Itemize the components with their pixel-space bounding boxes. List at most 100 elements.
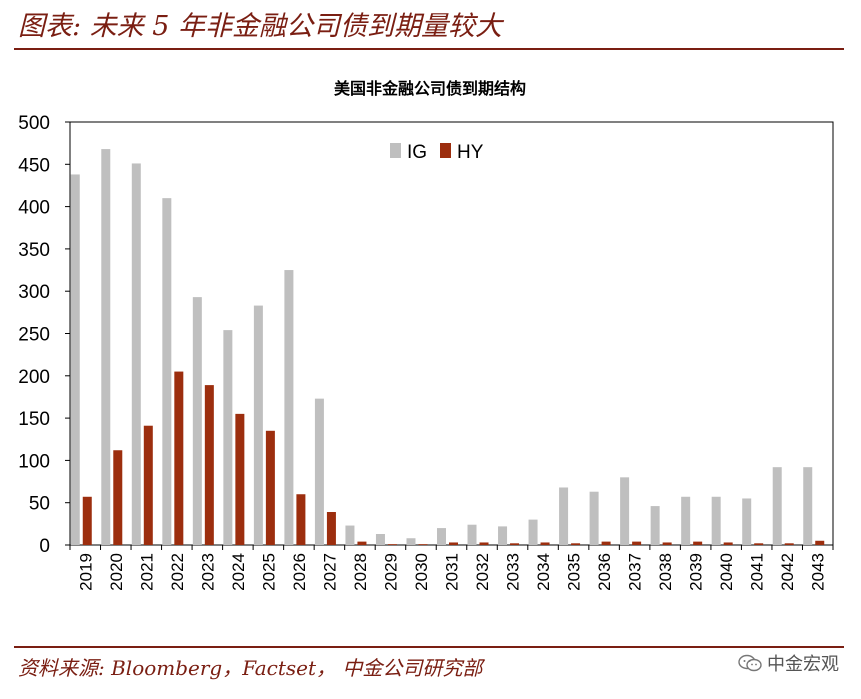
bar-ig-2020: [101, 149, 111, 545]
bar-ig-2023: [192, 297, 202, 545]
bar-ig-2038: [650, 506, 660, 545]
bar-hy-2038: [662, 542, 672, 545]
x-tick-label: 2041: [748, 553, 767, 591]
x-tick-label: 2035: [565, 553, 584, 591]
bar-hy-2019: [82, 496, 92, 545]
y-tick-label: 150: [18, 409, 50, 430]
y-tick-label: 100: [18, 451, 50, 472]
y-tick-label: 0: [39, 536, 50, 557]
bar-hy-2034: [540, 542, 550, 545]
figure-title: 图表: 未来 5 年非金融公司债到期量较大: [18, 11, 503, 42]
bar-hy-2020: [113, 450, 123, 545]
bar-hy-2024: [235, 413, 245, 545]
x-tick-label: 2020: [107, 553, 126, 591]
bar-ig-2021: [131, 163, 141, 546]
x-tick-label: 2030: [412, 553, 431, 591]
bar-ig-2030: [406, 538, 416, 545]
bar-hy-2027: [326, 512, 336, 545]
watermark: 中金宏观: [737, 650, 839, 676]
bar-chart: 美国非金融公司债到期结构 0 50 100 150 200 250 300 350 400 450…: [18, 79, 834, 591]
bar-hy-2021: [143, 425, 153, 545]
bar-hy-2041: [754, 543, 764, 545]
bar-hy-2023: [204, 385, 214, 545]
plot-area: [69, 121, 834, 546]
bar-ig-2033: [498, 526, 508, 545]
y-tick-label: 450: [18, 155, 50, 176]
bar-hy-2031: [449, 542, 458, 545]
bar-hy-2036: [601, 541, 611, 545]
bar-hy-2025: [265, 430, 275, 545]
x-tick-label: 2042: [778, 553, 797, 591]
x-tick-label: 2023: [198, 553, 217, 591]
bar-hy-2022: [174, 371, 184, 545]
watermark-label: 中金宏观: [767, 654, 839, 675]
x-tick-label: 2039: [687, 553, 706, 591]
bar-ig-2043: [803, 467, 813, 545]
bar-ig-2037: [620, 477, 630, 545]
x-tick-label: 2038: [656, 553, 675, 591]
y-tick-label: 350: [18, 240, 50, 261]
legend-swatch-hy: [440, 143, 451, 158]
bar-ig-2027: [314, 398, 324, 545]
bar-ig-2022: [162, 198, 172, 545]
bar-ig-2029: [375, 534, 385, 545]
bar-hy-2040: [723, 542, 733, 545]
bar-hy-2028: [357, 541, 367, 545]
x-tick-label: 2036: [595, 553, 614, 591]
bar-hy-2032: [479, 542, 489, 545]
x-tick-label: 2028: [351, 553, 370, 591]
x-tick-label: 2031: [443, 553, 462, 591]
footer-divider: [14, 646, 844, 648]
y-tick-label: 400: [18, 198, 50, 219]
bar-ig-2019: [70, 174, 80, 545]
wechat-icon: [738, 654, 762, 672]
bar-ig-2025: [253, 305, 263, 545]
x-tick-label: 2034: [534, 553, 553, 591]
x-tick-label: 2024: [229, 553, 248, 591]
y-tick-label: 300: [18, 282, 50, 303]
bar-ig-2032: [467, 524, 477, 545]
title-divider: [14, 48, 844, 50]
source-note: 资料来源: Bloomberg，Factset， 中金公司研究部: [18, 656, 483, 680]
bar-hy-2043: [815, 540, 825, 545]
chart-title: 美国非金融公司债到期结构: [334, 79, 526, 98]
bar-ig-2040: [711, 496, 721, 545]
x-tick-label: 2019: [76, 553, 95, 591]
bar-ig-2036: [589, 491, 599, 545]
x-tick-label: 2029: [381, 553, 400, 591]
x-tick-label: 2026: [290, 553, 309, 591]
x-tick-label: 2040: [717, 553, 736, 591]
y-tick-label: 50: [29, 494, 50, 515]
bar-hy-2035: [571, 543, 581, 545]
bar-ig-2041: [742, 498, 752, 545]
x-tick-label: 2033: [504, 553, 523, 591]
legend-label-ig: IG: [407, 142, 427, 163]
y-tick-label: 250: [18, 325, 50, 346]
legend-label-hy: HY: [457, 142, 484, 163]
bar-ig-2034: [528, 519, 538, 545]
bar-ig-2024: [223, 330, 233, 545]
bar-ig-2031: [437, 528, 446, 545]
x-tick-label: 2037: [626, 553, 645, 591]
bar-ig-2039: [681, 496, 691, 545]
x-tick-label: 2021: [137, 553, 156, 591]
x-tick-label: 2032: [473, 553, 492, 591]
bar-ig-2035: [559, 487, 569, 545]
bar-hy-2030: [418, 544, 428, 545]
x-tick-label: 2022: [168, 553, 187, 591]
bar-ig-2028: [345, 525, 355, 545]
bar-hy-2029: [387, 544, 397, 545]
x-tick-label: 2025: [259, 553, 278, 591]
bar-ig-2026: [284, 270, 294, 545]
x-tick-label: 2027: [320, 553, 339, 591]
bar-hy-2033: [510, 543, 520, 545]
bar-ig-2042: [772, 467, 782, 545]
y-tick-label: 200: [18, 367, 50, 388]
bar-hy-2026: [296, 494, 306, 545]
bar-hy-2039: [693, 541, 703, 545]
bar-hy-2042: [784, 543, 794, 545]
x-tick-label: 2043: [809, 553, 828, 591]
legend-swatch-ig: [390, 143, 401, 158]
bar-hy-2037: [632, 541, 642, 545]
y-tick-label: 500: [18, 113, 50, 134]
